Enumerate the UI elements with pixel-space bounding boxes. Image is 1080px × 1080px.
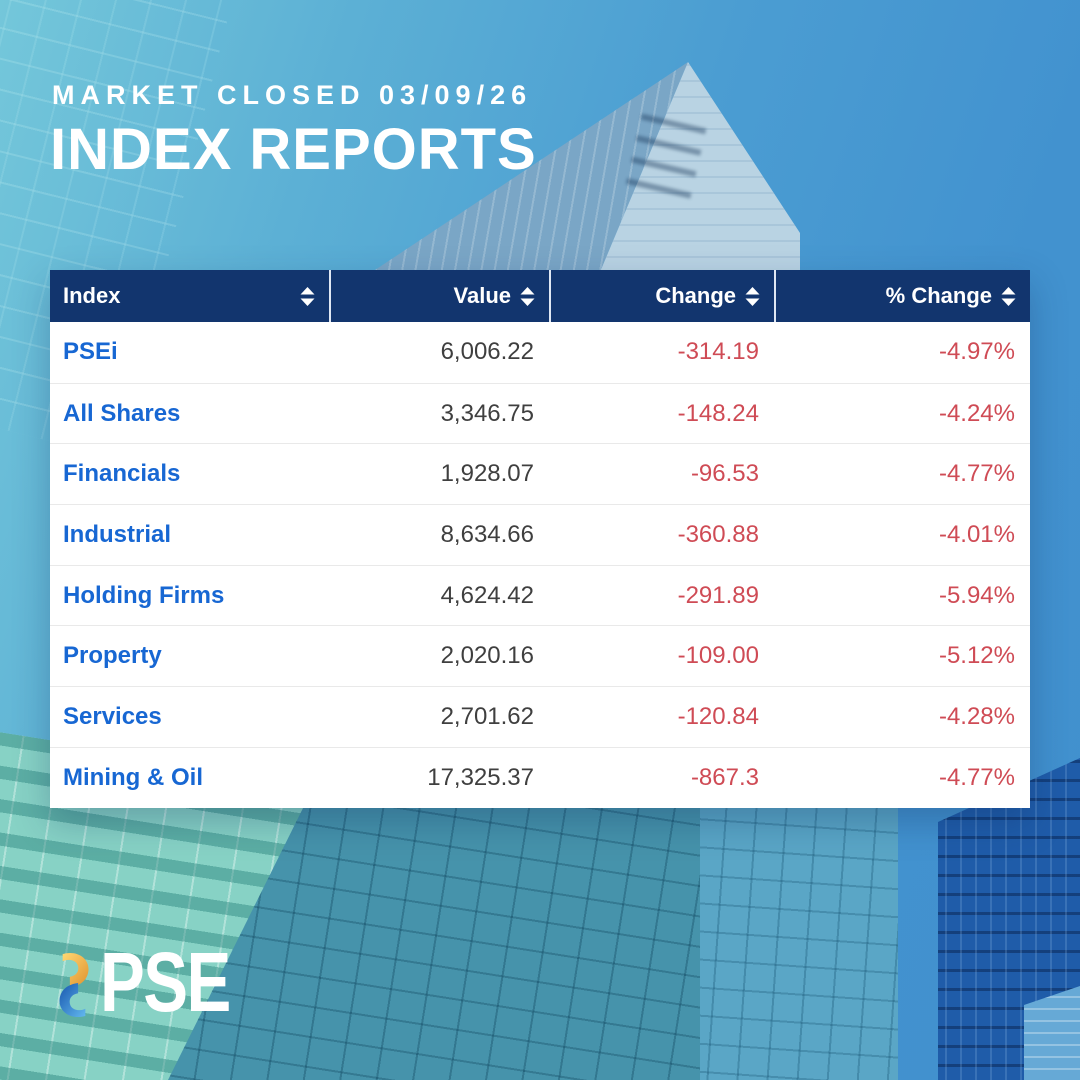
column-label: Change xyxy=(655,283,736,308)
index-pct-change: -5.12% xyxy=(938,642,1015,670)
column-header-value[interactable]: Value xyxy=(329,270,549,322)
index-value: 17,325.37 xyxy=(427,763,534,791)
index-value: 1,928.07 xyxy=(440,460,534,488)
sort-icon xyxy=(300,286,315,306)
index-pct-change: -4.77% xyxy=(938,763,1015,791)
index-value: 4,624.42 xyxy=(440,581,534,609)
index-change: -867.3 xyxy=(690,763,759,791)
column-label: % Change xyxy=(885,283,992,308)
pse-logo: PSE xyxy=(56,935,262,1029)
table-row: Property 2,020.16 -109.00 -5.12% xyxy=(50,625,1030,686)
index-name: Industrial xyxy=(63,520,172,548)
index-value: 6,006.22 xyxy=(440,338,534,366)
index-pct-change: -4.97% xyxy=(938,338,1015,366)
index-name: PSEi xyxy=(63,338,118,366)
index-pct-change: -4.01% xyxy=(938,520,1015,548)
table-row: Industrial 8,634.66 -360.88 -4.01% xyxy=(50,504,1030,565)
column-label: Index xyxy=(63,283,121,308)
table-row: PSEi 6,006.22 -314.19 -4.97% xyxy=(50,322,1030,383)
index-value: 8,634.66 xyxy=(440,520,534,548)
index-name: Mining & Oil xyxy=(63,763,203,791)
table-row: Financials 1,928.07 -96.53 -4.77% xyxy=(50,443,1030,504)
market-status: MARKET CLOSED 03/09/26 xyxy=(52,80,533,110)
pse-logo-icon xyxy=(59,952,89,1018)
column-label: Value xyxy=(453,283,511,308)
index-value: 2,020.16 xyxy=(440,642,534,670)
index-value: 3,346.75 xyxy=(440,399,534,427)
column-header-pct-change[interactable]: % Change xyxy=(774,270,1030,322)
index-name: Services xyxy=(63,702,162,730)
page-title: INDEX REPORTS xyxy=(50,117,537,182)
table-row: Mining & Oil 17,325.37 -867.3 -4.77% xyxy=(50,746,1030,808)
index-change: -96.53 xyxy=(690,460,759,488)
table-row: Holding Firms 4,624.42 -291.89 -5.94% xyxy=(50,564,1030,626)
sort-icon xyxy=(1001,286,1016,306)
index-name: Holding Firms xyxy=(63,581,225,609)
index-name: Financials xyxy=(63,460,181,488)
index-report-table: Index Value Change % Change xyxy=(50,270,1030,808)
sort-icon xyxy=(520,286,535,306)
table-row: All Shares 3,346.75 -148.24 -4.24% xyxy=(50,382,1030,444)
table-body: PSEi 6,006.22 -314.19 -4.97% All Shares … xyxy=(50,322,1030,808)
table-header: Index Value Change % Change xyxy=(50,270,1030,322)
index-name: Property xyxy=(63,642,162,670)
table-row: Services 2,701.62 -120.84 -4.28% xyxy=(50,686,1030,747)
index-change: -148.24 xyxy=(677,399,759,427)
index-value: 2,701.62 xyxy=(440,702,534,730)
index-name: All Shares xyxy=(63,399,181,427)
index-pct-change: -4.24% xyxy=(938,399,1015,427)
index-pct-change: -4.77% xyxy=(938,460,1015,488)
column-header-index[interactable]: Index xyxy=(50,270,329,322)
index-change: -120.84 xyxy=(677,702,759,730)
index-pct-change: -4.28% xyxy=(938,702,1015,730)
pse-logo-text: PSE xyxy=(100,935,231,1029)
index-change: -314.19 xyxy=(677,338,759,366)
index-change: -291.89 xyxy=(677,581,759,609)
column-header-change[interactable]: Change xyxy=(549,270,774,322)
index-change: -109.00 xyxy=(677,642,759,670)
index-pct-change: -5.94% xyxy=(938,581,1015,609)
index-change: -360.88 xyxy=(677,520,759,548)
sort-icon xyxy=(745,286,760,306)
